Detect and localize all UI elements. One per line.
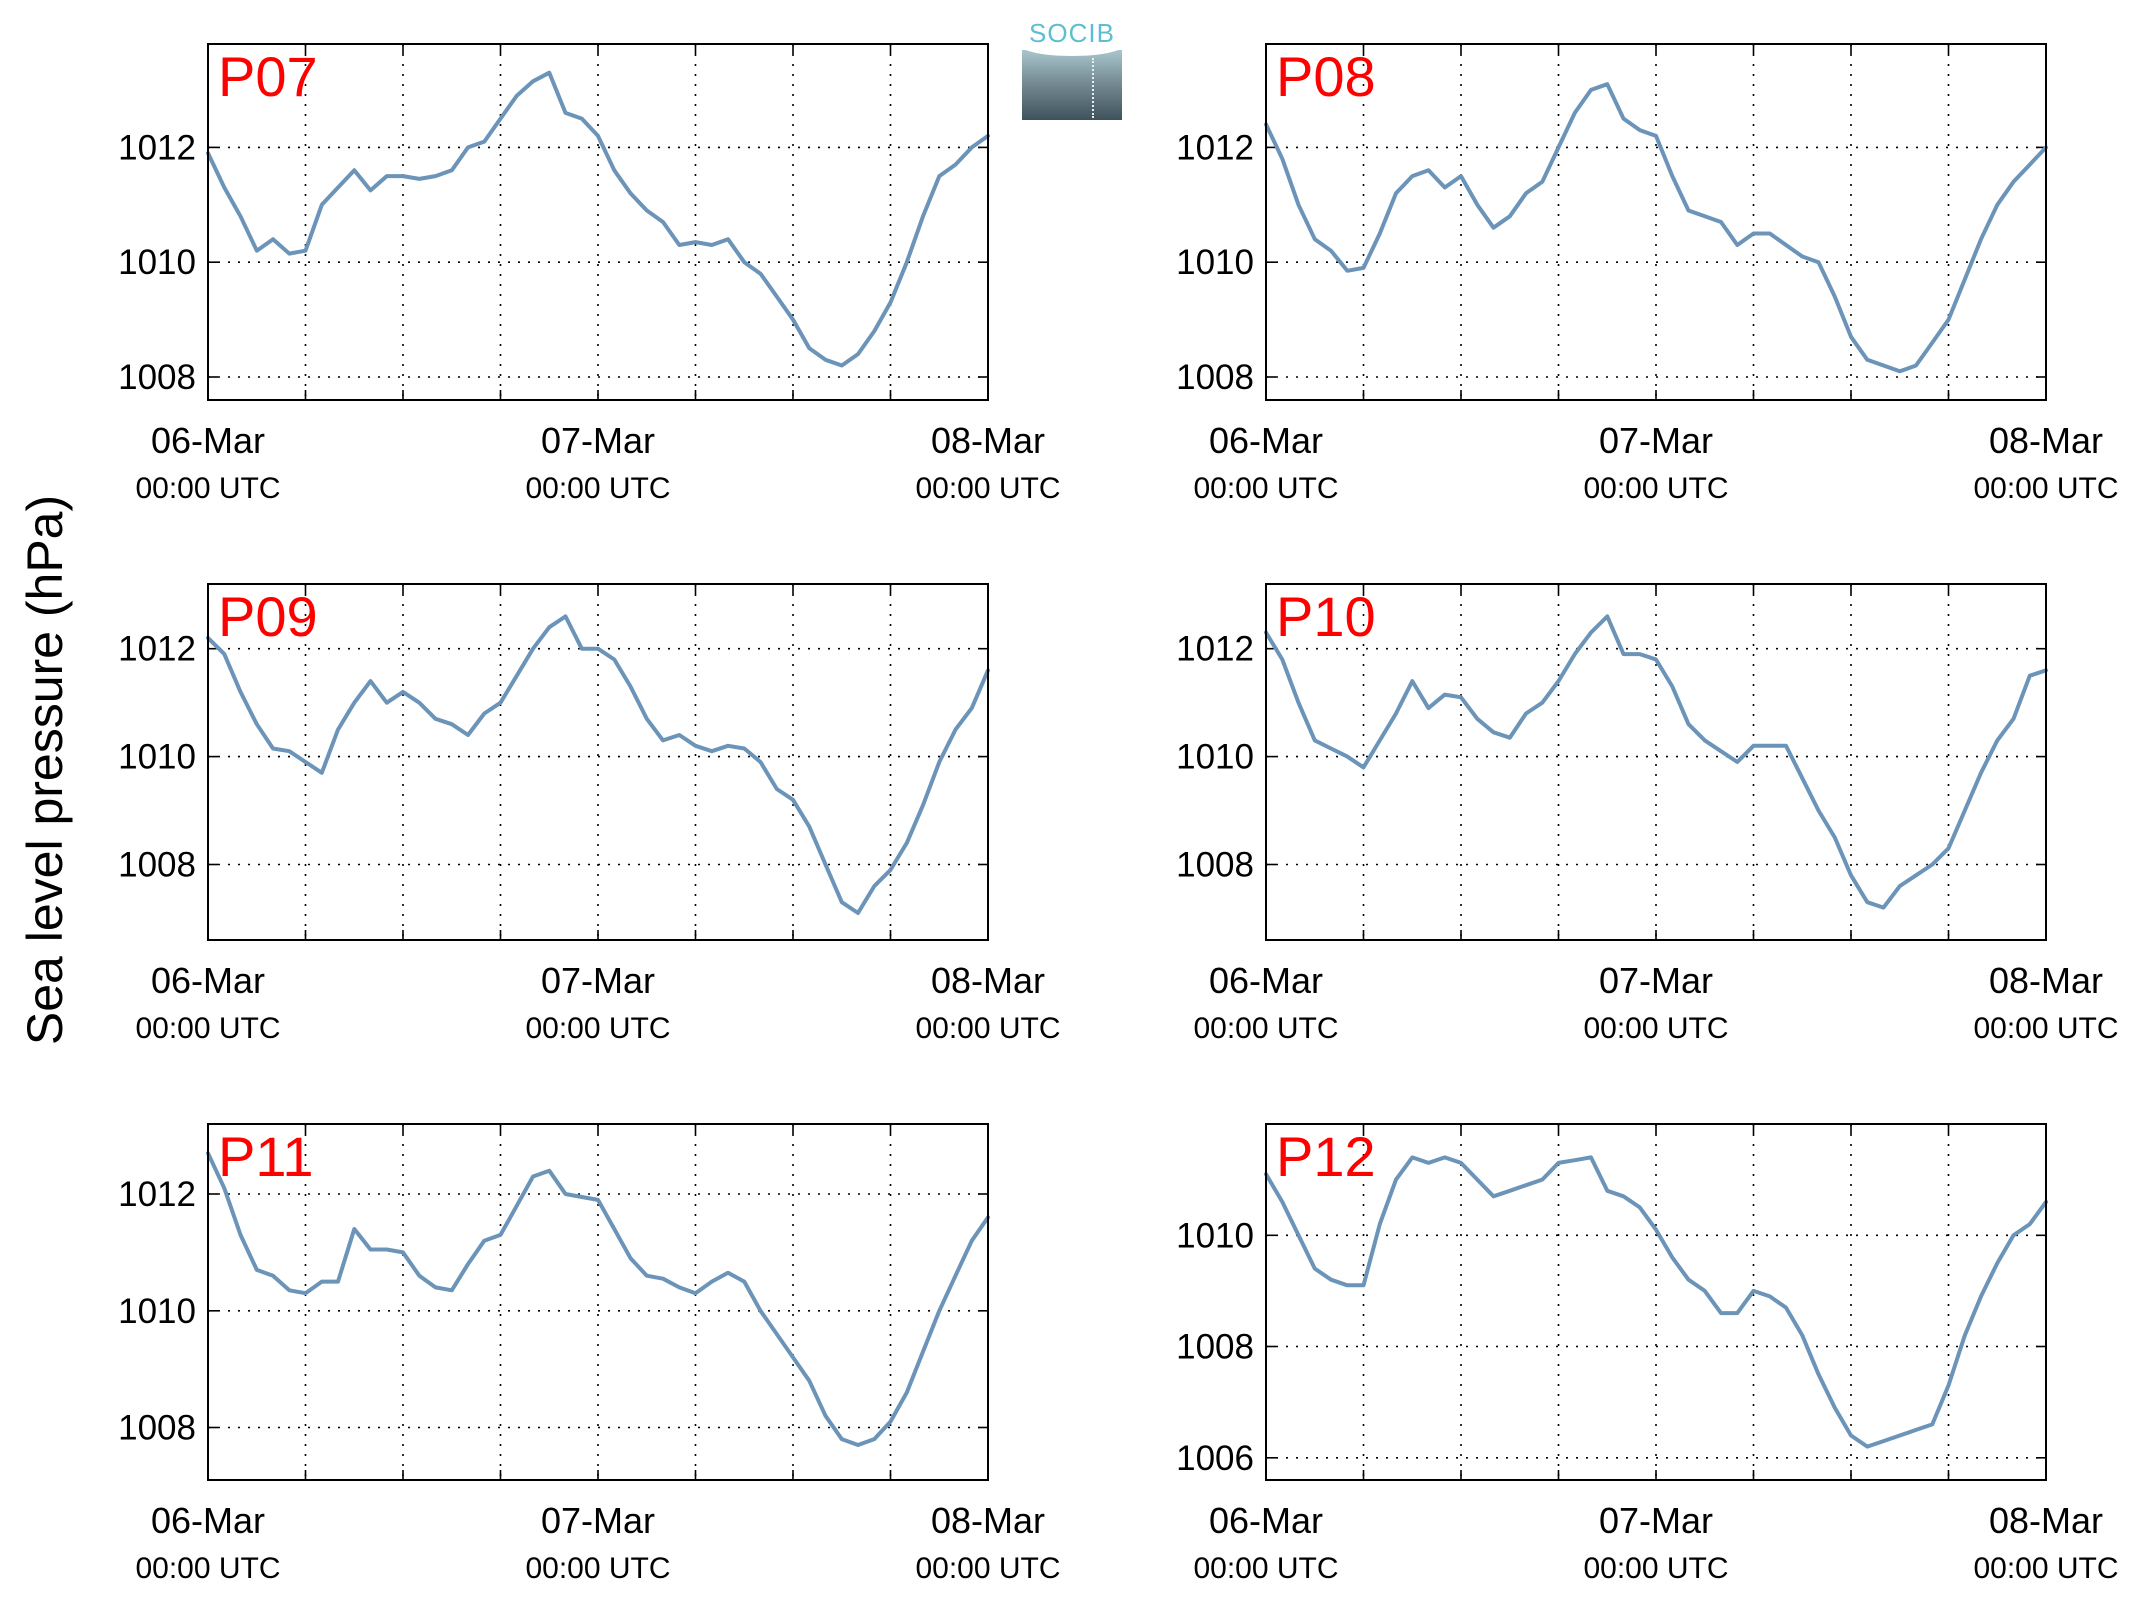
chart-panel-p10: 1008 1010 1012 06-Mar 00:00 UTC 07-Mar 00:00 U…	[1176, 583, 2119, 1045]
y-tick-label: 1008	[118, 846, 196, 885]
y-tick-label: 1008	[1176, 1328, 1254, 1367]
logo-graphic	[1022, 50, 1122, 120]
x-tick-label: 08-Mar	[931, 420, 1045, 461]
y-tick-label: 1012	[1176, 128, 1254, 167]
y-tick-label: 1010	[118, 738, 196, 777]
y-tick-label: 1012	[118, 630, 196, 669]
x-tick-sublabel: 00:00 UTC	[915, 472, 1060, 505]
x-tick-label: 08-Mar	[1989, 1500, 2103, 1541]
panel-label: P10	[1276, 585, 1376, 648]
x-tick-sublabel: 00:00 UTC	[525, 472, 670, 505]
x-tick-label: 08-Mar	[1989, 420, 2103, 461]
chart-panel-p08: 1008 1010 1012 06-Mar 00:00 UTC 07-Mar 00:00 U…	[1176, 43, 2119, 505]
x-tick-sublabel: 00:00 UTC	[1583, 1552, 1728, 1585]
y-tick-label: 1010	[118, 1292, 196, 1331]
axes-frame	[207, 583, 989, 941]
x-tick-label: 07-Mar	[1599, 960, 1713, 1001]
x-tick-label: 08-Mar	[931, 1500, 1045, 1541]
x-tick-label: 08-Mar	[931, 960, 1045, 1001]
logo-dotted-line	[1092, 58, 1094, 118]
x-tick-sublabel: 00:00 UTC	[1973, 1552, 2118, 1585]
socib-logo: SOCIB	[1022, 18, 1122, 120]
y-tick-label: 1010	[1176, 243, 1254, 282]
x-tick-sublabel: 00:00 UTC	[135, 472, 280, 505]
series-line	[206, 70, 990, 368]
x-tick-label: 07-Mar	[541, 960, 655, 1001]
x-tick-sublabel: 00:00 UTC	[1583, 472, 1728, 505]
panel-label: P11	[218, 1125, 313, 1188]
y-tick-label: 1008	[1176, 846, 1254, 885]
y-tick-label: 1012	[1176, 630, 1254, 669]
x-tick-label: 08-Mar	[1989, 960, 2103, 1001]
chart-panel-p11: 1008 1010 1012 06-Mar 00:00 UTC 07-Mar 00:00 U…	[118, 1123, 1061, 1585]
x-tick-label: 07-Mar	[541, 1500, 655, 1541]
y-tick-label: 1008	[1176, 358, 1254, 397]
x-tick-label: 06-Mar	[1209, 960, 1323, 1001]
axes-frame	[207, 1123, 989, 1481]
x-tick-sublabel: 00:00 UTC	[1973, 1012, 2118, 1045]
axes-frame	[1265, 43, 2047, 401]
x-tick-sublabel: 00:00 UTC	[915, 1552, 1060, 1585]
x-tick-label: 06-Mar	[1209, 1500, 1323, 1541]
y-tick-label: 1012	[118, 1175, 196, 1214]
x-tick-sublabel: 00:00 UTC	[135, 1012, 280, 1045]
x-tick-sublabel: 00:00 UTC	[1193, 1012, 1338, 1045]
y-tick-label: 1012	[118, 128, 196, 167]
x-tick-sublabel: 00:00 UTC	[1973, 472, 2118, 505]
x-tick-label: 07-Mar	[541, 420, 655, 461]
y-tick-label: 1008	[118, 358, 196, 397]
y-tick-label: 1010	[118, 243, 196, 282]
axes-frame	[207, 43, 989, 401]
y-axis-label: Sea level pressure (hPa)	[17, 495, 73, 1045]
x-tick-sublabel: 00:00 UTC	[1193, 1552, 1338, 1585]
series-line	[206, 614, 990, 915]
x-tick-label: 06-Mar	[151, 960, 265, 1001]
series-line	[206, 1151, 990, 1447]
x-tick-label: 06-Mar	[151, 1500, 265, 1541]
x-tick-label: 07-Mar	[1599, 1500, 1713, 1541]
axes-frame	[1265, 583, 2047, 941]
x-tick-label: 06-Mar	[1209, 420, 1323, 461]
y-tick-label: 1010	[1176, 738, 1254, 777]
series-line	[1264, 1155, 2048, 1449]
x-tick-sublabel: 00:00 UTC	[1583, 1012, 1728, 1045]
panel-label: P08	[1276, 45, 1376, 108]
chart-panel-p12: 1006 1008 1010 06-Mar 00:00 UTC 07-Mar 00:00 U…	[1176, 1123, 2119, 1585]
x-tick-label: 06-Mar	[151, 420, 265, 461]
x-tick-sublabel: 00:00 UTC	[525, 1012, 670, 1045]
y-tick-label: 1006	[1176, 1439, 1254, 1478]
logo-wave	[1022, 46, 1122, 56]
y-tick-label: 1010	[1176, 1216, 1254, 1255]
x-tick-sublabel: 00:00 UTC	[1193, 472, 1338, 505]
panel-label: P07	[218, 45, 318, 108]
x-tick-sublabel: 00:00 UTC	[525, 1552, 670, 1585]
axes-frame	[1265, 1123, 2047, 1481]
x-tick-sublabel: 00:00 UTC	[135, 1552, 280, 1585]
panel-label: P09	[218, 585, 318, 648]
series-line	[1264, 82, 2048, 374]
x-tick-sublabel: 00:00 UTC	[915, 1012, 1060, 1045]
series-line	[1264, 614, 2048, 910]
chart-panel-p09: 1008 1010 1012 06-Mar 00:00 UTC 07-Mar 00:00 U…	[118, 583, 1061, 1045]
y-tick-label: 1008	[118, 1409, 196, 1448]
logo-text: SOCIB	[1029, 18, 1115, 48]
x-tick-label: 07-Mar	[1599, 420, 1713, 461]
chart-panel-p07: 1008 1010 1012 06-Mar 00:00 UTC 07-Mar 00:00 U…	[118, 43, 1061, 505]
panel-label: P12	[1276, 1125, 1376, 1188]
